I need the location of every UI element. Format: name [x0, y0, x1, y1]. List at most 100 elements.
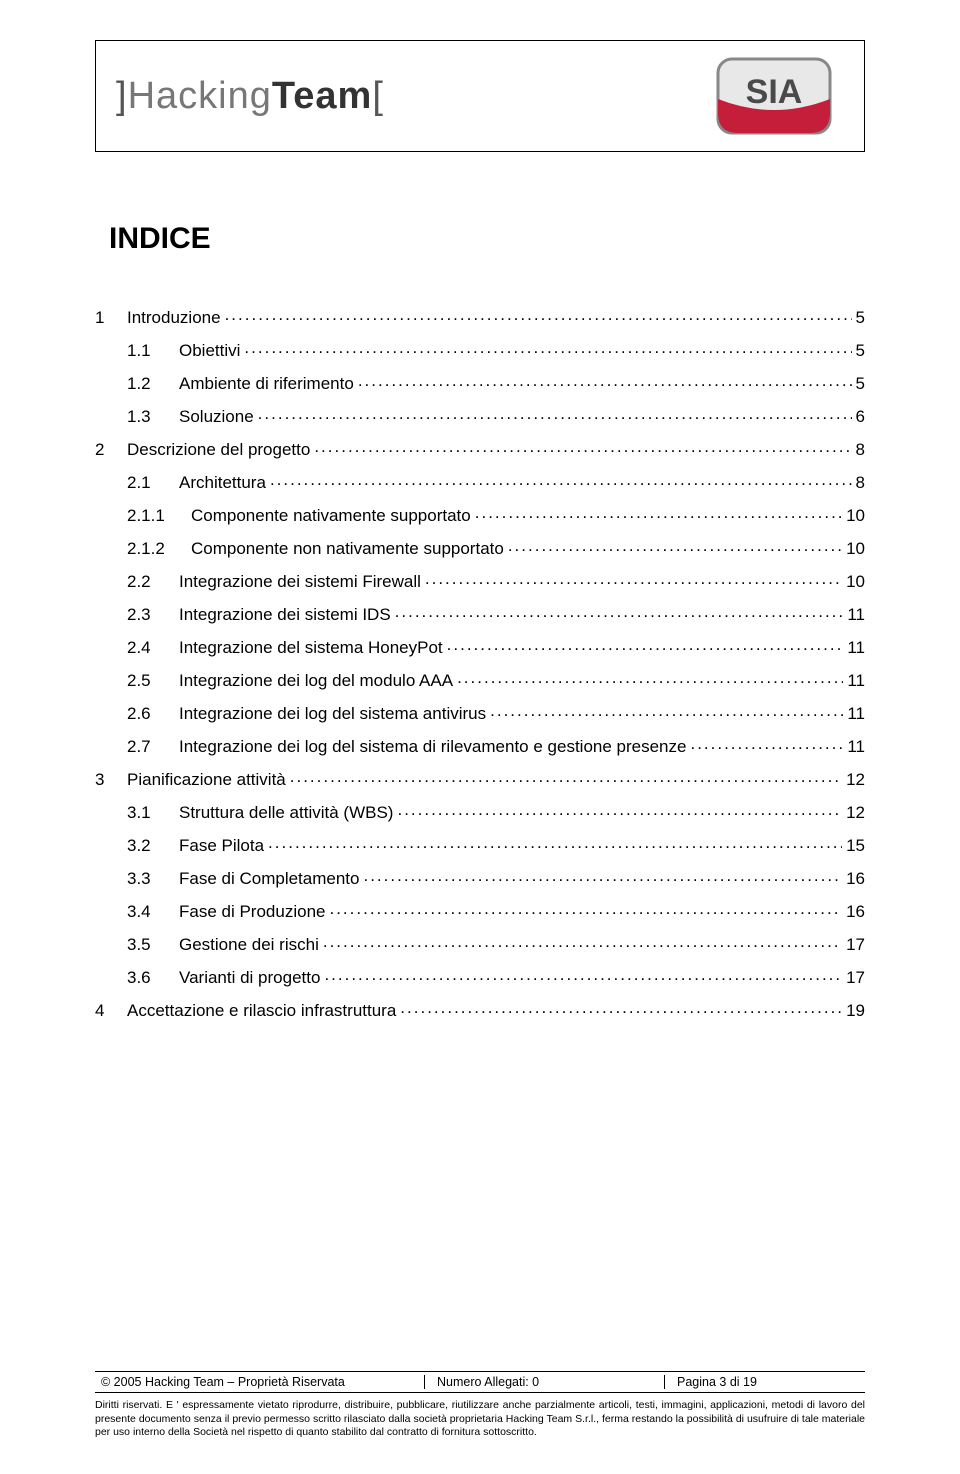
toc-entry[interactable]: 1Introduzione5 [95, 306, 865, 326]
dot-leader-icon [270, 471, 852, 488]
toc-label: Varianti di progetto [179, 969, 320, 986]
toc-entry[interactable]: 2.3Integrazione dei sistemi IDS 11 [95, 603, 865, 623]
toc-number: 2.1.1 [127, 507, 191, 524]
toc-page-number: 16 [846, 870, 865, 887]
toc-number: 2.5 [127, 672, 179, 689]
toc-label: Architettura [179, 474, 266, 491]
toc-label: Integrazione dei log del sistema antivir… [179, 705, 486, 722]
toc-number: 2 [95, 441, 127, 458]
toc-page-number: 19 [846, 1002, 865, 1019]
toc-page-number: 11 [847, 639, 865, 656]
toc-entry[interactable]: 3Pianificazione attività12 [95, 768, 865, 788]
toc-page-number: 12 [846, 804, 865, 821]
footer-page-number: Pagina 3 di 19 [665, 1375, 865, 1389]
toc-page-number: 6 [856, 408, 865, 425]
toc-number: 3.4 [127, 903, 179, 920]
toc-page-number: 10 [846, 573, 865, 590]
toc-number: 3.5 [127, 936, 179, 953]
dot-leader-icon [400, 999, 842, 1016]
hackingteam-logo: ]HackingTeam[ [116, 75, 384, 118]
toc-page-number: 10 [846, 507, 865, 524]
dot-leader-icon [324, 966, 842, 983]
toc-number: 2.6 [127, 705, 179, 722]
toc-label: Integrazione del sistema HoneyPot [179, 639, 443, 656]
toc-label: Integrazione dei sistemi IDS [179, 606, 391, 623]
toc-number: 1.3 [127, 408, 179, 425]
toc-entry[interactable]: 2.6Integrazione dei log del sistema anti… [95, 702, 865, 722]
toc-number: 2.2 [127, 573, 179, 590]
toc-entry[interactable]: 2.5Integrazione dei log del modulo AAA11 [95, 669, 865, 689]
toc-number: 1.2 [127, 375, 179, 392]
toc-entry[interactable]: 3.6Varianti di progetto 17 [95, 966, 865, 986]
header-logo-box: ]HackingTeam[ SIA [95, 40, 865, 152]
toc-number: 1.1 [127, 342, 179, 359]
dot-leader-icon [508, 537, 842, 554]
toc-entry[interactable]: 2Descrizione del progetto 8 [95, 438, 865, 458]
table-of-contents: 1Introduzione51.1Obiettivi51.2Ambiente d… [95, 306, 865, 1019]
toc-entry[interactable]: 3.1Struttura delle attività (WBS) 12 [95, 801, 865, 821]
toc-entry[interactable]: 3.4Fase di Produzione16 [95, 900, 865, 920]
bracket-open-icon: ] [116, 75, 128, 117]
toc-number: 2.1.2 [127, 540, 191, 557]
toc-entry[interactable]: 3.2Fase Pilota15 [95, 834, 865, 854]
toc-label: Descrizione del progetto [127, 441, 310, 458]
dot-leader-icon [395, 603, 844, 620]
dot-leader-icon [268, 834, 842, 851]
toc-entry[interactable]: 1.2Ambiente di riferimento 5 [95, 372, 865, 392]
dot-leader-icon [690, 735, 843, 752]
toc-label: Pianificazione attività [127, 771, 286, 788]
toc-label: Ambiente di riferimento [179, 375, 354, 392]
toc-entry[interactable]: 2.1.2Componente non nativamente supporta… [95, 537, 865, 557]
footer-copyright: © 2005 Hacking Team – Proprietà Riservat… [95, 1375, 425, 1389]
toc-entry[interactable]: 2.7Integrazione dei log del sistema di r… [95, 735, 865, 755]
document-page: ]HackingTeam[ SIA INDICE 1Introduzione51… [0, 0, 960, 1474]
logo-text-bold: Team [272, 75, 372, 117]
page-title: INDICE [109, 222, 865, 256]
toc-number: 3.6 [127, 969, 179, 986]
toc-page-number: 8 [856, 441, 865, 458]
toc-entry[interactable]: 4Accettazione e rilascio infrastruttura1… [95, 999, 865, 1019]
toc-label: Integrazione dei log del sistema di rile… [179, 738, 686, 755]
toc-entry[interactable]: 2.1.1Componente nativamente supportato10 [95, 504, 865, 524]
dot-leader-icon [425, 570, 842, 587]
dot-leader-icon [475, 504, 842, 521]
toc-label: Soluzione [179, 408, 254, 425]
toc-page-number: 5 [856, 342, 865, 359]
toc-entry[interactable]: 3.3Fase di Completamento16 [95, 867, 865, 887]
sia-logo: SIA [704, 51, 844, 141]
logo-text-light: Hacking [128, 75, 272, 117]
toc-entry[interactable]: 1.1Obiettivi5 [95, 339, 865, 359]
toc-number: 3.1 [127, 804, 179, 821]
toc-page-number: 5 [856, 375, 865, 392]
bracket-close-icon: [ [372, 75, 384, 117]
toc-entry[interactable]: 2.2Integrazione dei sistemi Firewall 10 [95, 570, 865, 590]
footer-bar: © 2005 Hacking Team – Proprietà Riservat… [95, 1371, 865, 1393]
toc-page-number: 11 [847, 738, 865, 755]
toc-entry[interactable]: 1.3Soluzione 6 [95, 405, 865, 425]
toc-number: 2.3 [127, 606, 179, 623]
toc-number: 3.2 [127, 837, 179, 854]
toc-label: Gestione dei rischi [179, 936, 319, 953]
dot-leader-icon [225, 306, 852, 323]
dot-leader-icon [258, 405, 852, 422]
toc-page-number: 16 [846, 903, 865, 920]
toc-page-number: 15 [846, 837, 865, 854]
toc-number: 2.4 [127, 639, 179, 656]
toc-entry[interactable]: 3.5Gestione dei rischi17 [95, 933, 865, 953]
toc-page-number: 11 [847, 672, 865, 689]
toc-label: Struttura delle attività (WBS) [179, 804, 393, 821]
toc-page-number: 17 [846, 969, 865, 986]
toc-label: Introduzione [127, 309, 221, 326]
toc-number: 3.3 [127, 870, 179, 887]
toc-entry[interactable]: 2.4Integrazione del sistema HoneyPot 11 [95, 636, 865, 656]
toc-number: 3 [95, 771, 127, 788]
toc-page-number: 5 [856, 309, 865, 326]
dot-leader-icon [290, 768, 842, 785]
toc-label: Integrazione dei sistemi Firewall [179, 573, 421, 590]
page-footer: © 2005 Hacking Team – Proprietà Riservat… [95, 1371, 865, 1440]
sia-logo-text: SIA [746, 73, 803, 111]
dot-leader-icon [244, 339, 851, 356]
toc-entry[interactable]: 2.1Architettura8 [95, 471, 865, 491]
footer-disclaimer: Diritti riservati. E ' espressamente vie… [95, 1399, 865, 1440]
toc-page-number: 11 [847, 606, 865, 623]
